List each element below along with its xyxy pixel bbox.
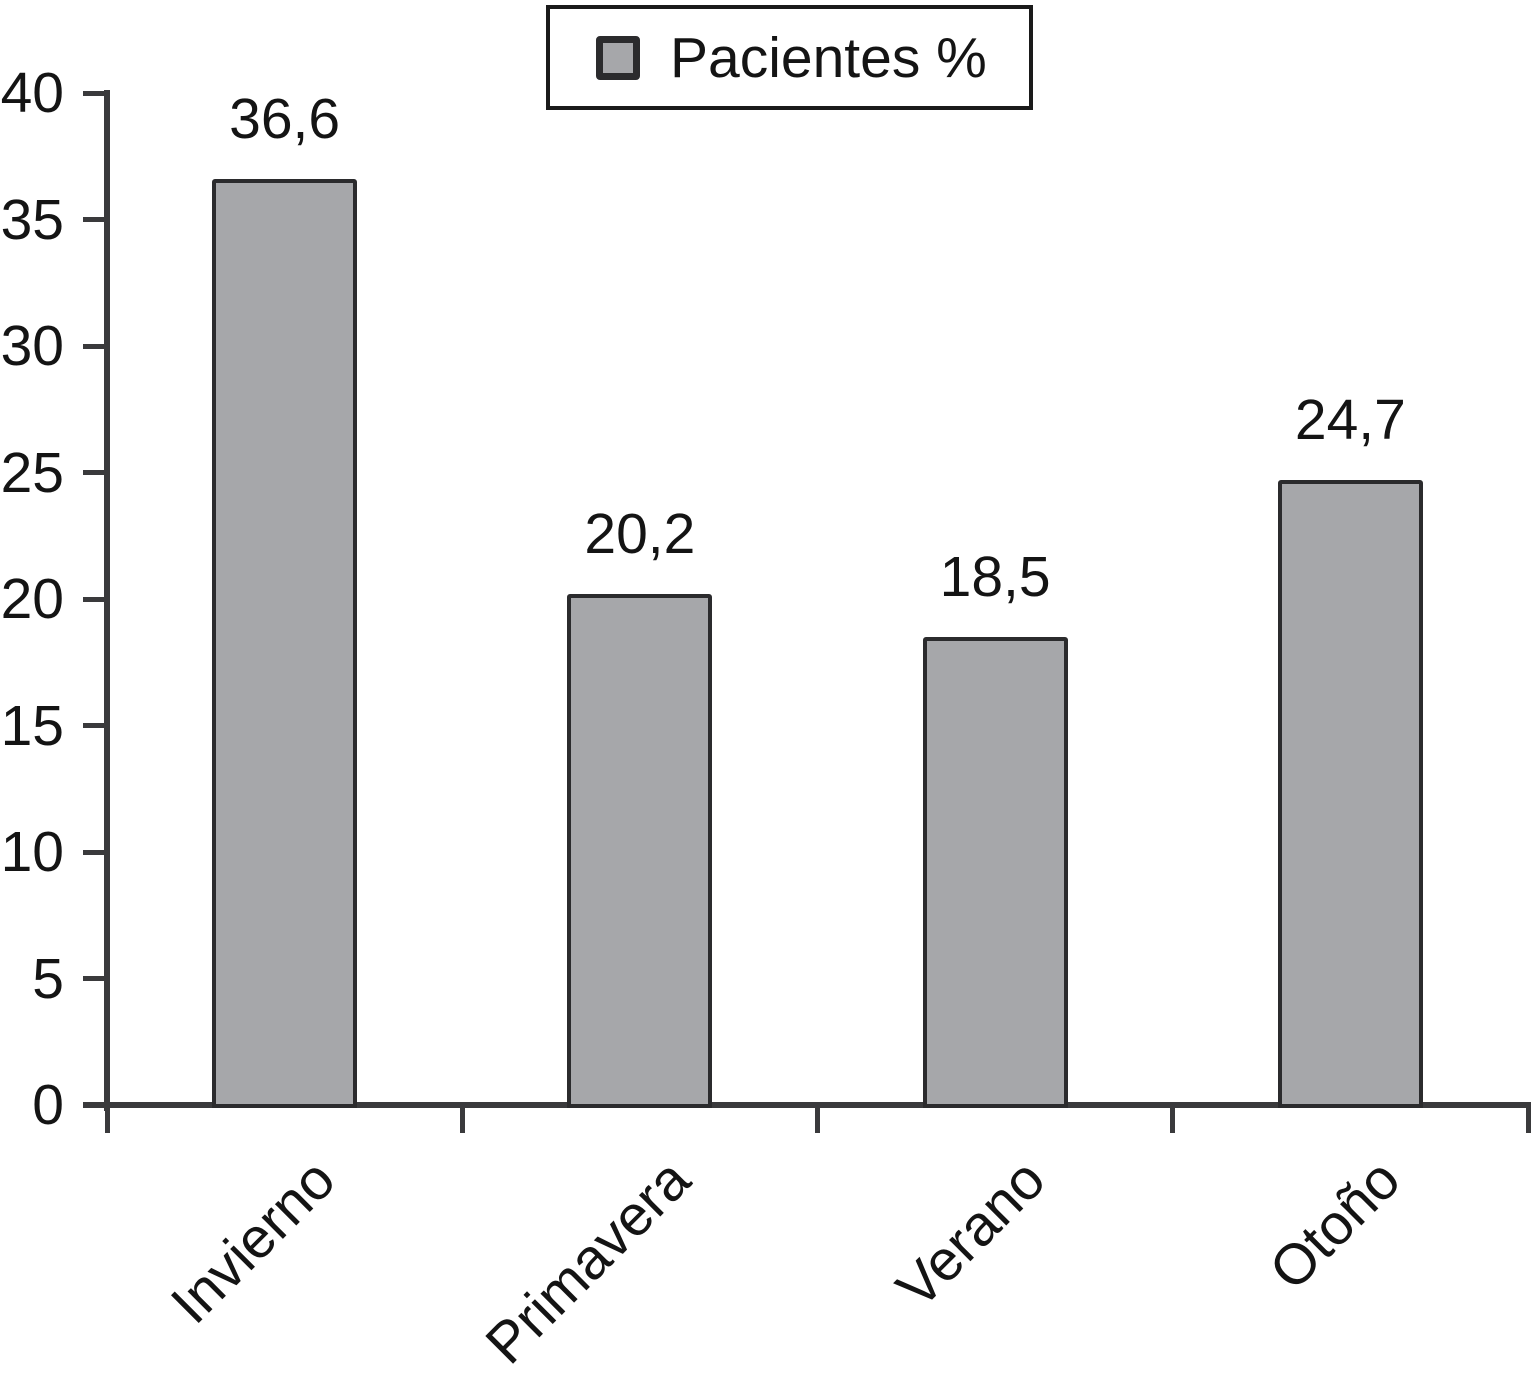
y-tick-label: 10: [0, 820, 64, 884]
y-tick-mark: [83, 1102, 107, 1108]
y-tick-label: 15: [0, 693, 64, 758]
legend-label: Pacientes %: [670, 25, 987, 90]
y-tick-label: 0: [32, 1073, 64, 1137]
x-tick-mark: [1170, 1105, 1176, 1133]
y-tick-mark: [83, 343, 107, 349]
y-axis: [104, 90, 110, 1111]
y-tick-label: 25: [0, 440, 64, 505]
y-tick-mark: [83, 90, 107, 96]
legend-square-marker-icon: [596, 35, 640, 80]
bar: [922, 636, 1068, 1108]
legend: Pacientes %: [546, 5, 1033, 110]
x-axis: [83, 1102, 1531, 1108]
bar-value-label: 24,7: [1294, 388, 1406, 453]
x-tick-mark: [1525, 1105, 1531, 1133]
y-tick-mark: [83, 976, 107, 981]
y-tick-label: 20: [0, 567, 64, 631]
x-category-label-text: Otoño: [1257, 1147, 1413, 1303]
bar: [1277, 480, 1423, 1108]
y-tick-label: 40: [0, 61, 64, 125]
y-tick-mark: [83, 596, 107, 602]
y-tick-label: 35: [0, 187, 64, 252]
y-tick-mark: [83, 470, 107, 475]
y-tick-mark: [83, 723, 107, 728]
y-tick-label: 5: [32, 946, 64, 1011]
y-tick-mark: [83, 217, 107, 222]
x-category-label-text: Primavera: [473, 1147, 703, 1377]
y-tick-label: 30: [0, 314, 64, 378]
x-tick-mark: [104, 1105, 110, 1133]
bar: [212, 179, 358, 1108]
bar-value-label: 36,6: [229, 87, 341, 152]
bar-value-label: 18,5: [939, 544, 1051, 609]
y-tick-mark: [83, 849, 107, 855]
x-tick-mark: [815, 1105, 820, 1133]
x-category-label-text: Verano: [884, 1147, 1058, 1321]
x-tick-mark: [459, 1105, 465, 1133]
bar-value-label: 20,2: [584, 501, 696, 566]
x-category-label-text: Invierno: [158, 1147, 348, 1336]
bar: [567, 593, 713, 1108]
